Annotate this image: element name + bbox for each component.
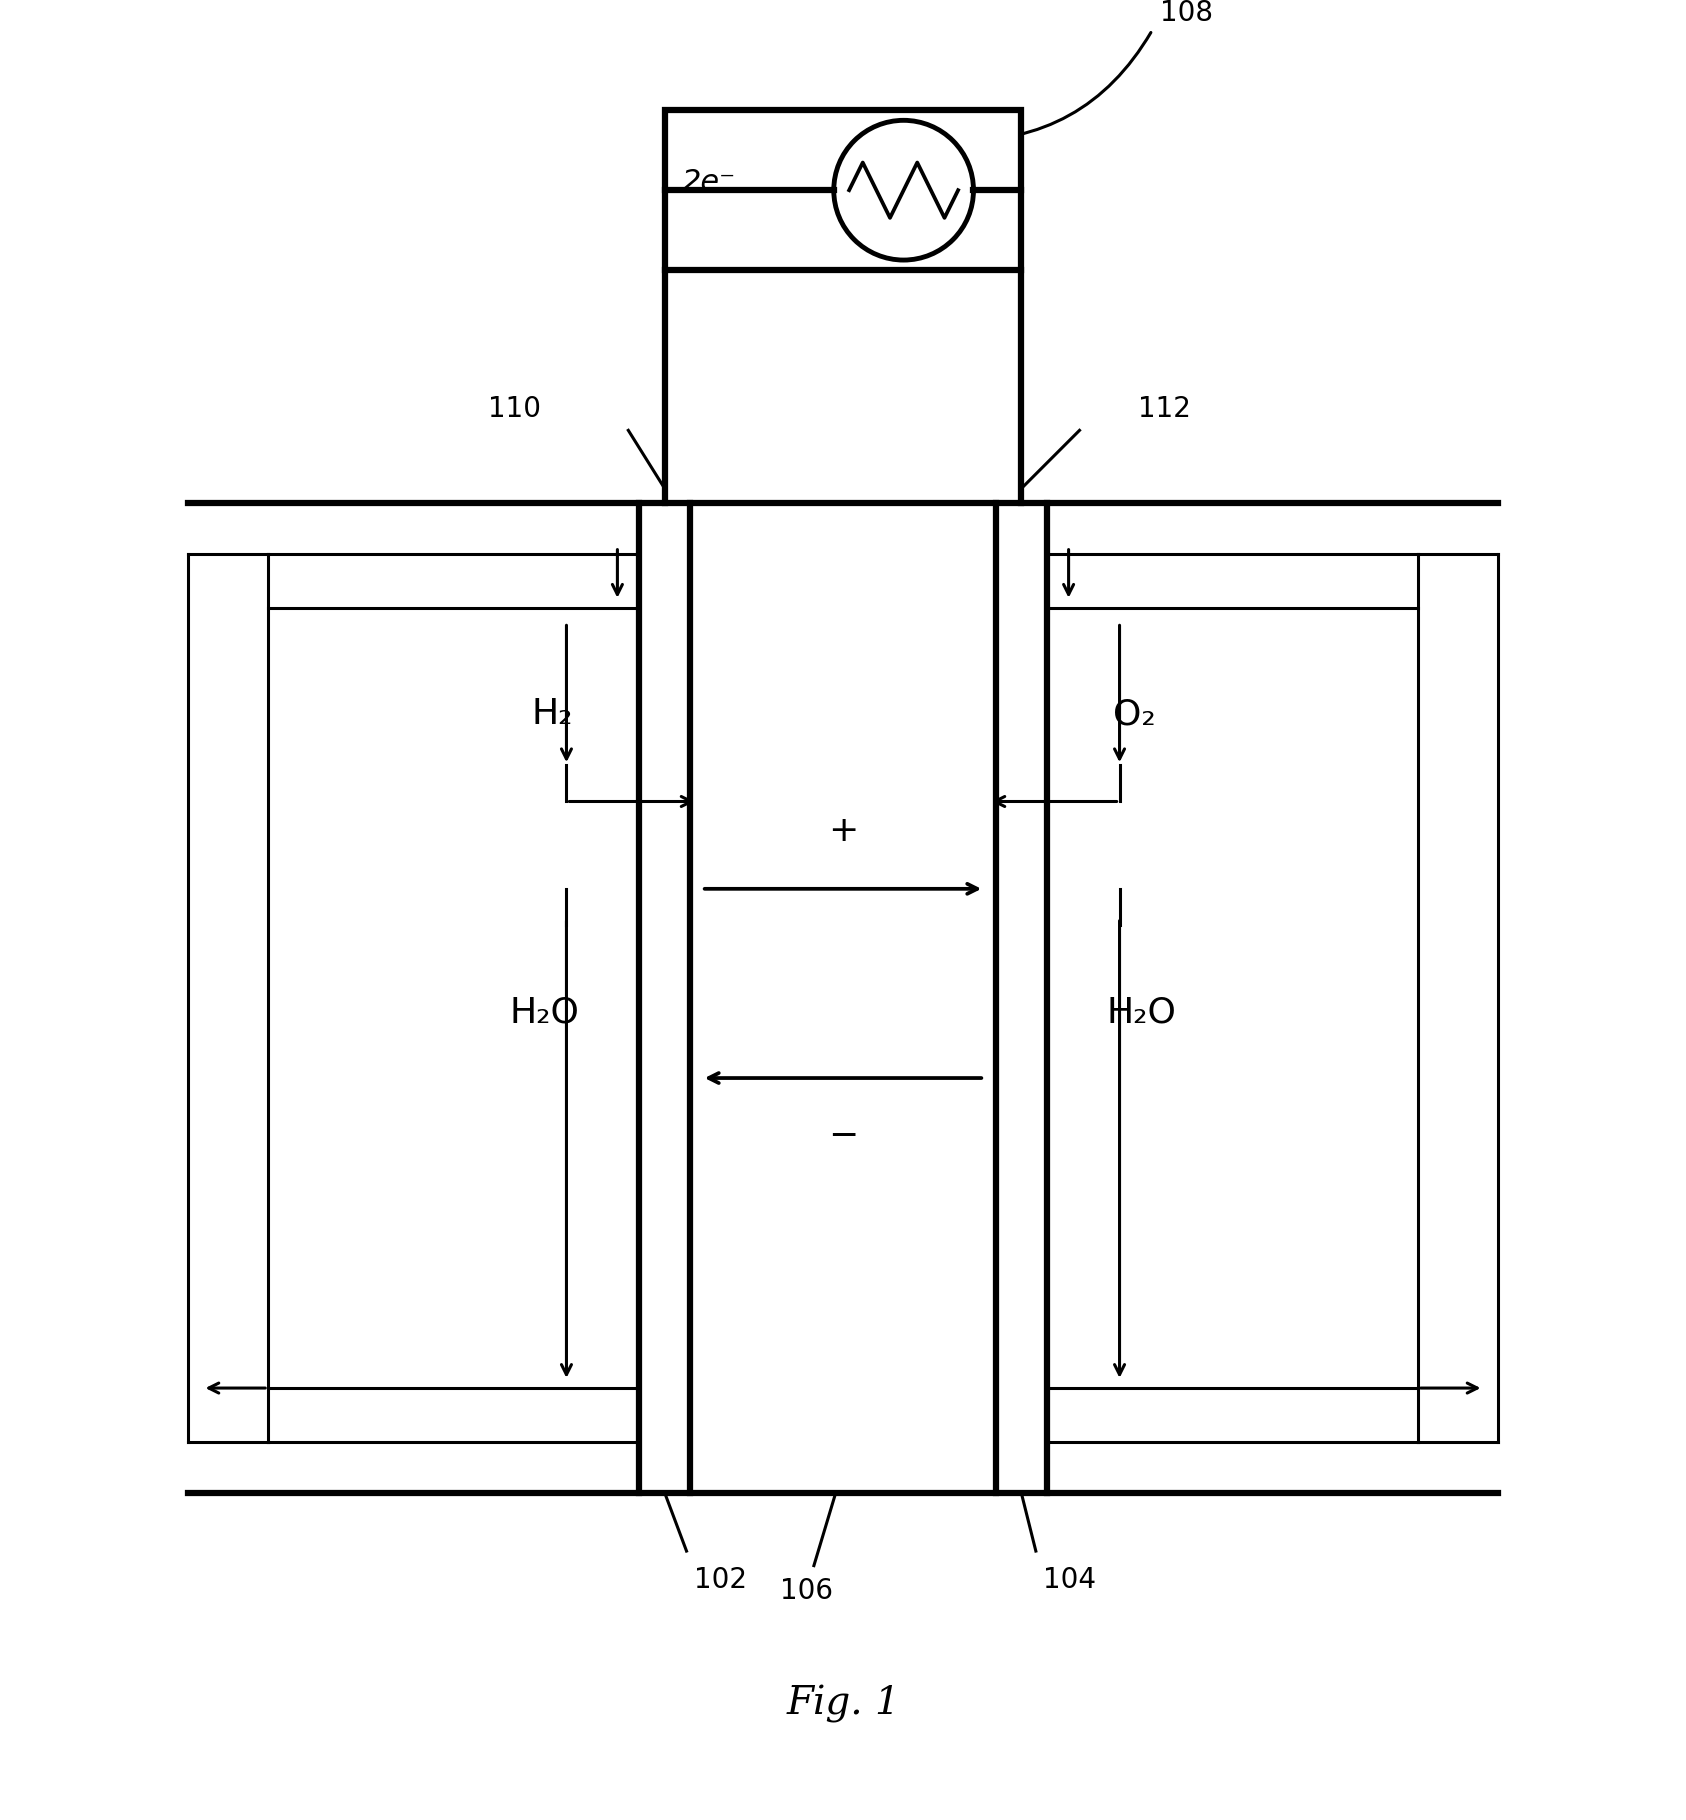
Text: H₂: H₂ (531, 697, 573, 732)
Text: O₂: O₂ (1113, 697, 1155, 732)
Text: 2e⁻: 2e⁻ (683, 169, 737, 197)
Text: 112: 112 (1138, 395, 1190, 422)
Text: H₂O: H₂O (509, 996, 580, 1030)
Circle shape (835, 120, 973, 260)
Text: H₂O: H₂O (1106, 996, 1177, 1030)
Text: 108: 108 (1160, 0, 1212, 27)
Text: Fig. 1: Fig. 1 (786, 1685, 900, 1724)
Text: 102: 102 (695, 1565, 747, 1594)
Text: 106: 106 (781, 1578, 833, 1605)
Text: 110: 110 (487, 395, 541, 422)
Text: 104: 104 (1044, 1565, 1096, 1594)
Bar (664, 111, 1022, 269)
Text: −: − (828, 1119, 858, 1152)
Text: +: + (828, 814, 858, 848)
